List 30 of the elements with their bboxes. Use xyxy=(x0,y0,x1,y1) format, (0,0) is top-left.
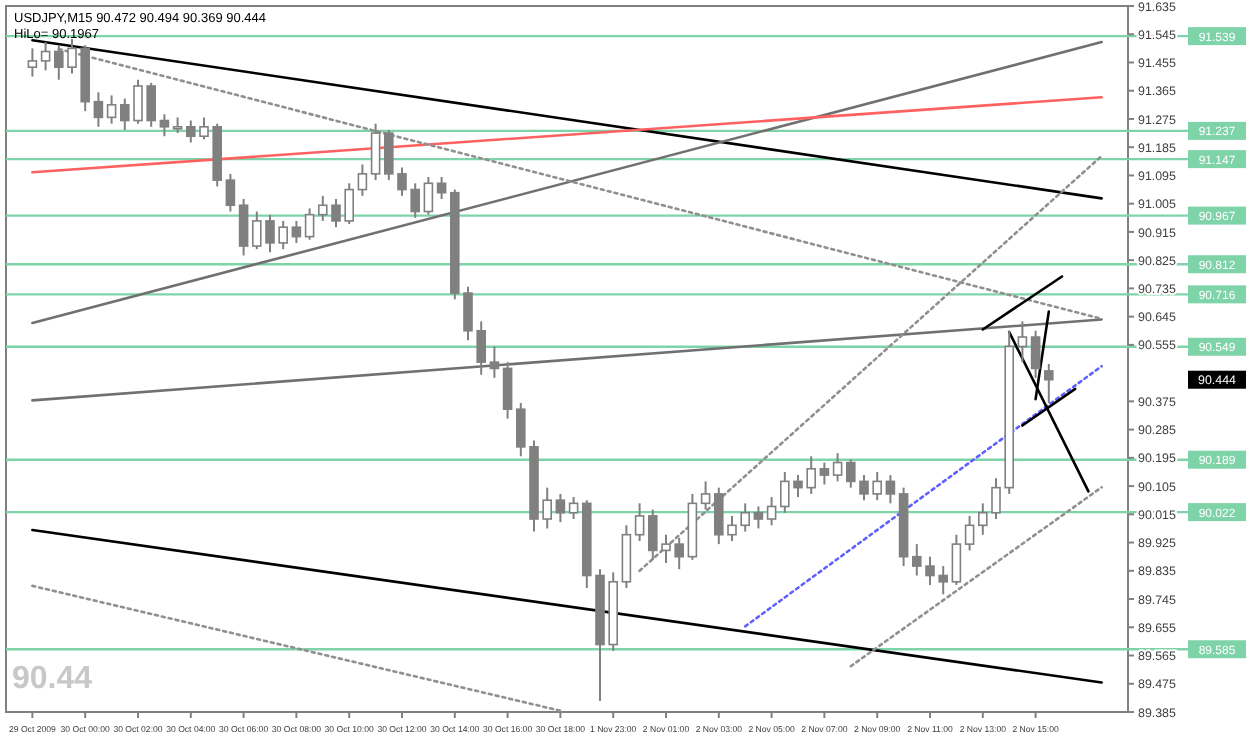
candlestick xyxy=(106,94,117,125)
candlestick xyxy=(753,505,764,530)
candlestick xyxy=(885,474,896,505)
candlestick xyxy=(951,533,962,586)
candlestick xyxy=(159,113,170,138)
candlestick xyxy=(370,122,381,182)
candlestick xyxy=(27,47,38,78)
candlestick xyxy=(621,524,632,590)
candlestick xyxy=(40,41,51,72)
candlestick xyxy=(93,91,104,128)
candlestick xyxy=(766,496,777,527)
candlestick xyxy=(436,176,447,200)
candlestick xyxy=(1030,329,1041,379)
candlestick xyxy=(634,502,645,542)
candlestick xyxy=(700,480,711,511)
candlestick xyxy=(555,492,566,524)
candlestick xyxy=(291,219,302,244)
candlestick xyxy=(964,514,975,552)
candlestick xyxy=(225,172,236,213)
candlestick xyxy=(304,207,315,241)
candlestick xyxy=(819,461,830,486)
candlestick xyxy=(832,452,843,483)
candlestick xyxy=(489,345,500,379)
candlestick xyxy=(502,361,513,420)
candlestick xyxy=(423,176,434,216)
candlestick xyxy=(357,163,368,197)
candlestick xyxy=(238,197,249,257)
candlestick xyxy=(568,496,579,521)
candlestick xyxy=(1017,320,1028,364)
candlestick xyxy=(1044,363,1054,405)
